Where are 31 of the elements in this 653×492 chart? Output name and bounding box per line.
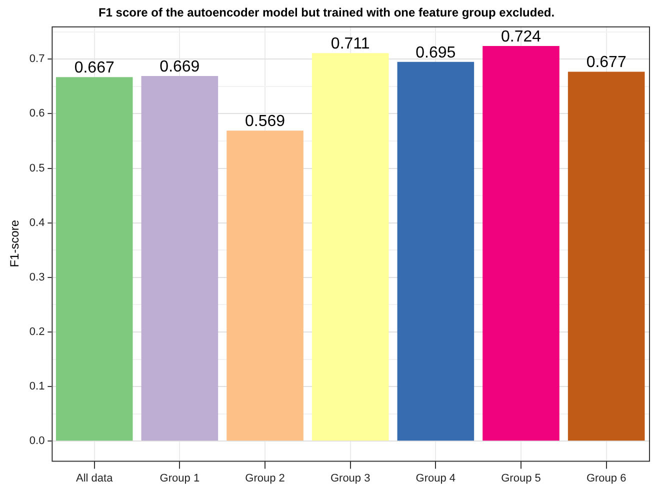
bar [482,46,560,441]
bar [312,53,389,441]
y-tick-label: 0.3 [29,271,45,284]
y-axis-title: F1-score [8,220,22,268]
bar [568,72,645,441]
y-tick-label: 0.7 [29,53,45,66]
x-tick-label: Group 2 [245,472,285,484]
y-tick-label: 0.2 [29,326,45,338]
y-tick-label: 0.5 [29,162,45,174]
x-tick-label: Group 1 [160,472,200,484]
bar [56,77,133,441]
data-label: 0.711 [330,36,370,53]
y-tick-label: 0.4 [29,216,45,229]
data-label: 0.724 [500,28,542,46]
y-tick-label: 0.6 [29,108,45,120]
data-label: 0.667 [74,60,114,77]
data-label: 0.695 [416,44,456,62]
x-tick-label: Group 6 [586,472,626,484]
x-tick-label: All data [76,472,114,484]
x-tick-label: Group 5 [501,472,541,484]
data-label: 0.677 [586,54,626,72]
y-tick-label: 0.0 [29,435,45,448]
y-tick-label: 0.1 [29,380,45,393]
data-label: 0.569 [244,113,286,130]
bar [141,76,218,441]
chart-title: F1 score of the autoencoder model but trained with one feature group excluded. [98,6,555,20]
x-tick-label: Group 3 [330,472,370,484]
data-label: 0.669 [160,58,200,76]
bar [226,130,304,441]
x-tick-label: Group 4 [416,472,456,484]
bar [397,62,474,441]
